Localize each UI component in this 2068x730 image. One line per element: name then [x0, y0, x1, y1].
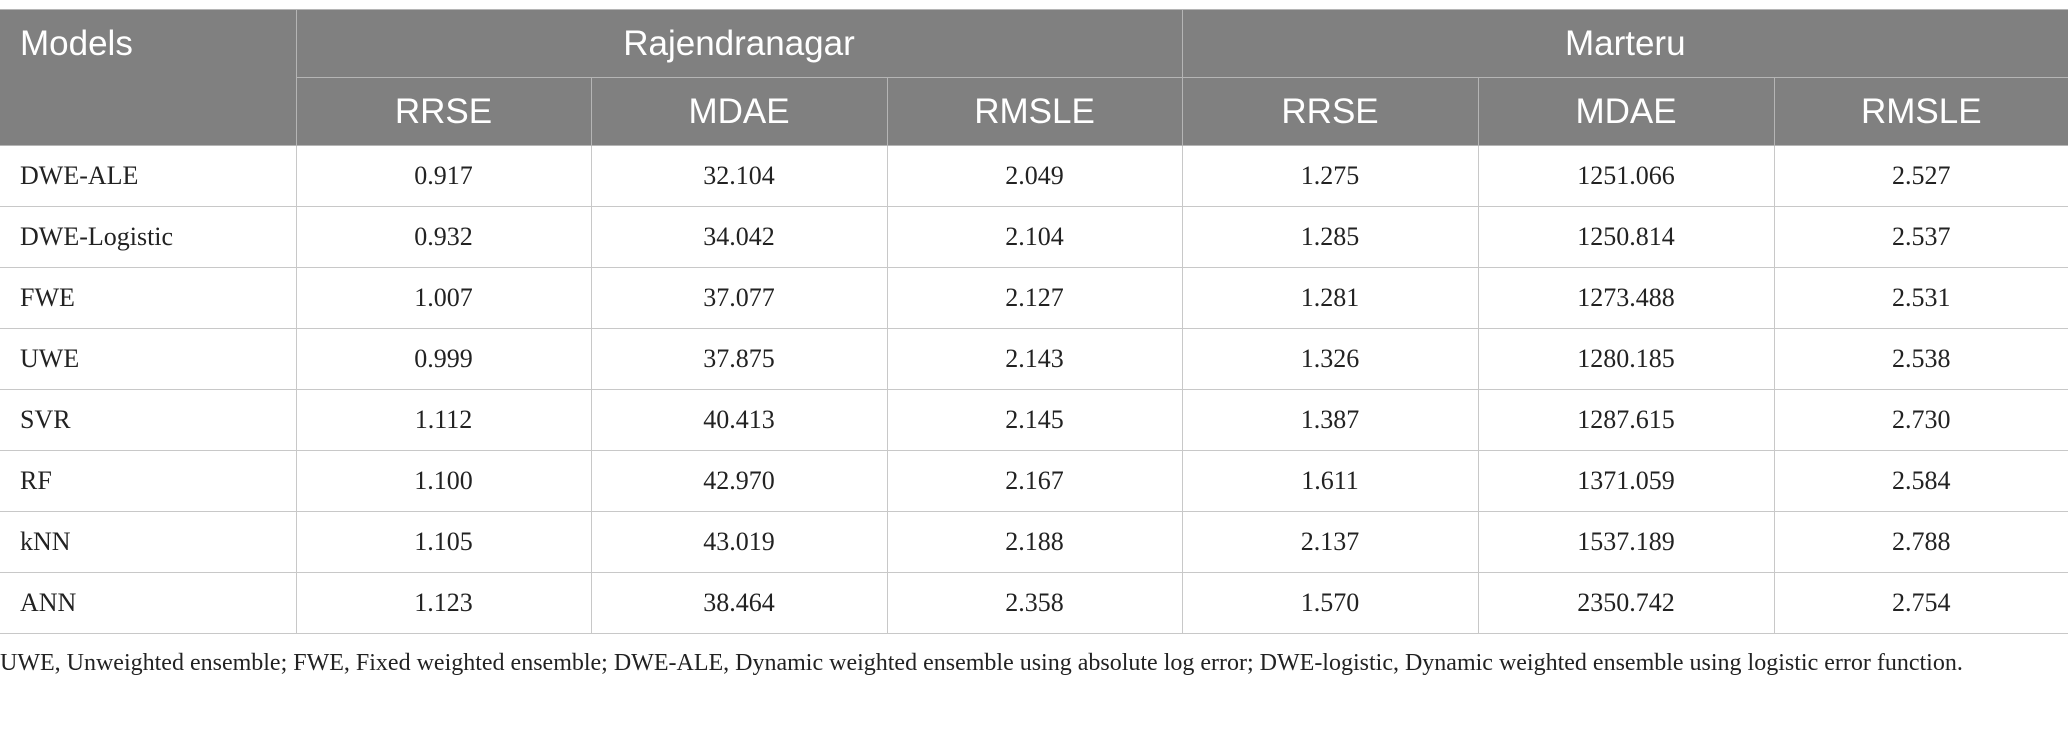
value-cell-rajendranagar-rrse: 0.917 — [295, 145, 592, 207]
model-name-cell: ANN — [0, 572, 297, 634]
models-column-header: Models — [0, 9, 297, 146]
table-body: DWE-ALE 0.917 32.104 2.049 1.275 1251.066 2.52… — [0, 145, 2068, 634]
metric-header-mdae: MDAE — [1477, 77, 1775, 146]
metric-header-mdae: MDAE — [590, 77, 888, 146]
value-cell-marteru-rrse: 1.281 — [1181, 267, 1479, 329]
table-footnote: UWE, Unweighted ensemble; FWE, Fixed wei… — [0, 650, 1963, 676]
model-name-cell: FWE — [0, 267, 297, 329]
value-cell-rajendranagar-rrse: 1.112 — [295, 389, 592, 451]
value-cell-rajendranagar-mdae: 38.464 — [590, 572, 888, 634]
value-cell-marteru-mdae: 1273.488 — [1477, 267, 1775, 329]
value-cell-marteru-rrse: 1.570 — [1181, 572, 1479, 634]
model-name-cell: UWE — [0, 328, 297, 390]
group-header-rajendranagar: Rajendranagar — [295, 9, 1183, 78]
results-table: Models Rajendranagar Marteru RRSE MDAE R… — [0, 9, 2068, 634]
value-cell-rajendranagar-rrse: 1.105 — [295, 511, 592, 573]
value-cell-rajendranagar-rrse: 0.932 — [295, 206, 592, 268]
model-name-cell: kNN — [0, 511, 297, 573]
group-header-marteru: Marteru — [1181, 9, 2068, 78]
value-cell-marteru-rrse: 1.275 — [1181, 145, 1479, 207]
value-cell-marteru-mdae: 1250.814 — [1477, 206, 1775, 268]
value-cell-rajendranagar-rmsle: 2.049 — [886, 145, 1183, 207]
model-name-cell: DWE-Logistic — [0, 206, 297, 268]
value-cell-marteru-rmsle: 2.538 — [1773, 328, 2068, 390]
value-cell-rajendranagar-rrse: 1.100 — [295, 450, 592, 512]
value-cell-marteru-mdae: 1371.059 — [1477, 450, 1775, 512]
table-row: ANN 1.123 38.464 2.358 1.570 2350.742 2.754 — [0, 572, 2068, 634]
metric-header-rmsle: RMSLE — [1773, 77, 2068, 146]
table-row: FWE 1.007 37.077 2.127 1.281 1273.488 2.531 — [0, 267, 2068, 329]
value-cell-rajendranagar-rmsle: 2.358 — [886, 572, 1183, 634]
value-cell-rajendranagar-rrse: 0.999 — [295, 328, 592, 390]
value-cell-rajendranagar-mdae: 42.970 — [590, 450, 888, 512]
value-cell-rajendranagar-mdae: 43.019 — [590, 511, 888, 573]
metric-header-rrse: RRSE — [295, 77, 592, 146]
model-name-cell: SVR — [0, 389, 297, 451]
value-cell-marteru-mdae: 1251.066 — [1477, 145, 1775, 207]
value-cell-marteru-rmsle: 2.754 — [1773, 572, 2068, 634]
value-cell-rajendranagar-rmsle: 2.127 — [886, 267, 1183, 329]
model-name-cell: DWE-ALE — [0, 145, 297, 207]
results-table-container: Models Rajendranagar Marteru RRSE MDAE R… — [0, 9, 2068, 634]
table-row: DWE-Logistic 0.932 34.042 2.104 1.285 1250.81… — [0, 206, 2068, 268]
metric-header-rmsle: RMSLE — [886, 77, 1183, 146]
table-row: DWE-ALE 0.917 32.104 2.049 1.275 1251.066 2.52… — [0, 145, 2068, 207]
table-row: RF 1.100 42.970 2.167 1.611 1371.059 2.584 — [0, 450, 2068, 512]
table-row: kNN 1.105 43.019 2.188 2.137 1537.189 2.788 — [0, 511, 2068, 573]
value-cell-rajendranagar-mdae: 34.042 — [590, 206, 888, 268]
value-cell-marteru-rrse: 1.387 — [1181, 389, 1479, 451]
value-cell-marteru-rmsle: 2.584 — [1773, 450, 2068, 512]
value-cell-rajendranagar-mdae: 32.104 — [590, 145, 888, 207]
value-cell-rajendranagar-rmsle: 2.143 — [886, 328, 1183, 390]
value-cell-marteru-rmsle: 2.537 — [1773, 206, 2068, 268]
metric-header-rrse: RRSE — [1181, 77, 1479, 146]
value-cell-marteru-rrse: 2.137 — [1181, 511, 1479, 573]
value-cell-marteru-mdae: 1537.189 — [1477, 511, 1775, 573]
value-cell-rajendranagar-rrse: 1.007 — [295, 267, 592, 329]
value-cell-marteru-mdae: 1280.185 — [1477, 328, 1775, 390]
value-cell-rajendranagar-rrse: 1.123 — [295, 572, 592, 634]
value-cell-marteru-rmsle: 2.730 — [1773, 389, 2068, 451]
value-cell-rajendranagar-rmsle: 2.188 — [886, 511, 1183, 573]
table-header: Models Rajendranagar Marteru RRSE MDAE R… — [0, 9, 2068, 146]
value-cell-marteru-rmsle: 2.788 — [1773, 511, 2068, 573]
value-cell-marteru-rmsle: 2.527 — [1773, 145, 2068, 207]
value-cell-rajendranagar-mdae: 40.413 — [590, 389, 888, 451]
value-cell-marteru-rmsle: 2.531 — [1773, 267, 2068, 329]
value-cell-rajendranagar-rmsle: 2.104 — [886, 206, 1183, 268]
value-cell-rajendranagar-mdae: 37.875 — [590, 328, 888, 390]
model-name-cell: RF — [0, 450, 297, 512]
value-cell-rajendranagar-mdae: 37.077 — [590, 267, 888, 329]
value-cell-rajendranagar-rmsle: 2.145 — [886, 389, 1183, 451]
value-cell-marteru-rrse: 1.326 — [1181, 328, 1479, 390]
table-row: UWE 0.999 37.875 2.143 1.326 1280.185 2.538 — [0, 328, 2068, 390]
value-cell-marteru-rrse: 1.611 — [1181, 450, 1479, 512]
value-cell-marteru-mdae: 1287.615 — [1477, 389, 1775, 451]
value-cell-rajendranagar-rmsle: 2.167 — [886, 450, 1183, 512]
value-cell-marteru-mdae: 2350.742 — [1477, 572, 1775, 634]
value-cell-marteru-rrse: 1.285 — [1181, 206, 1479, 268]
table-row: SVR 1.112 40.413 2.145 1.387 1287.615 2.730 — [0, 389, 2068, 451]
